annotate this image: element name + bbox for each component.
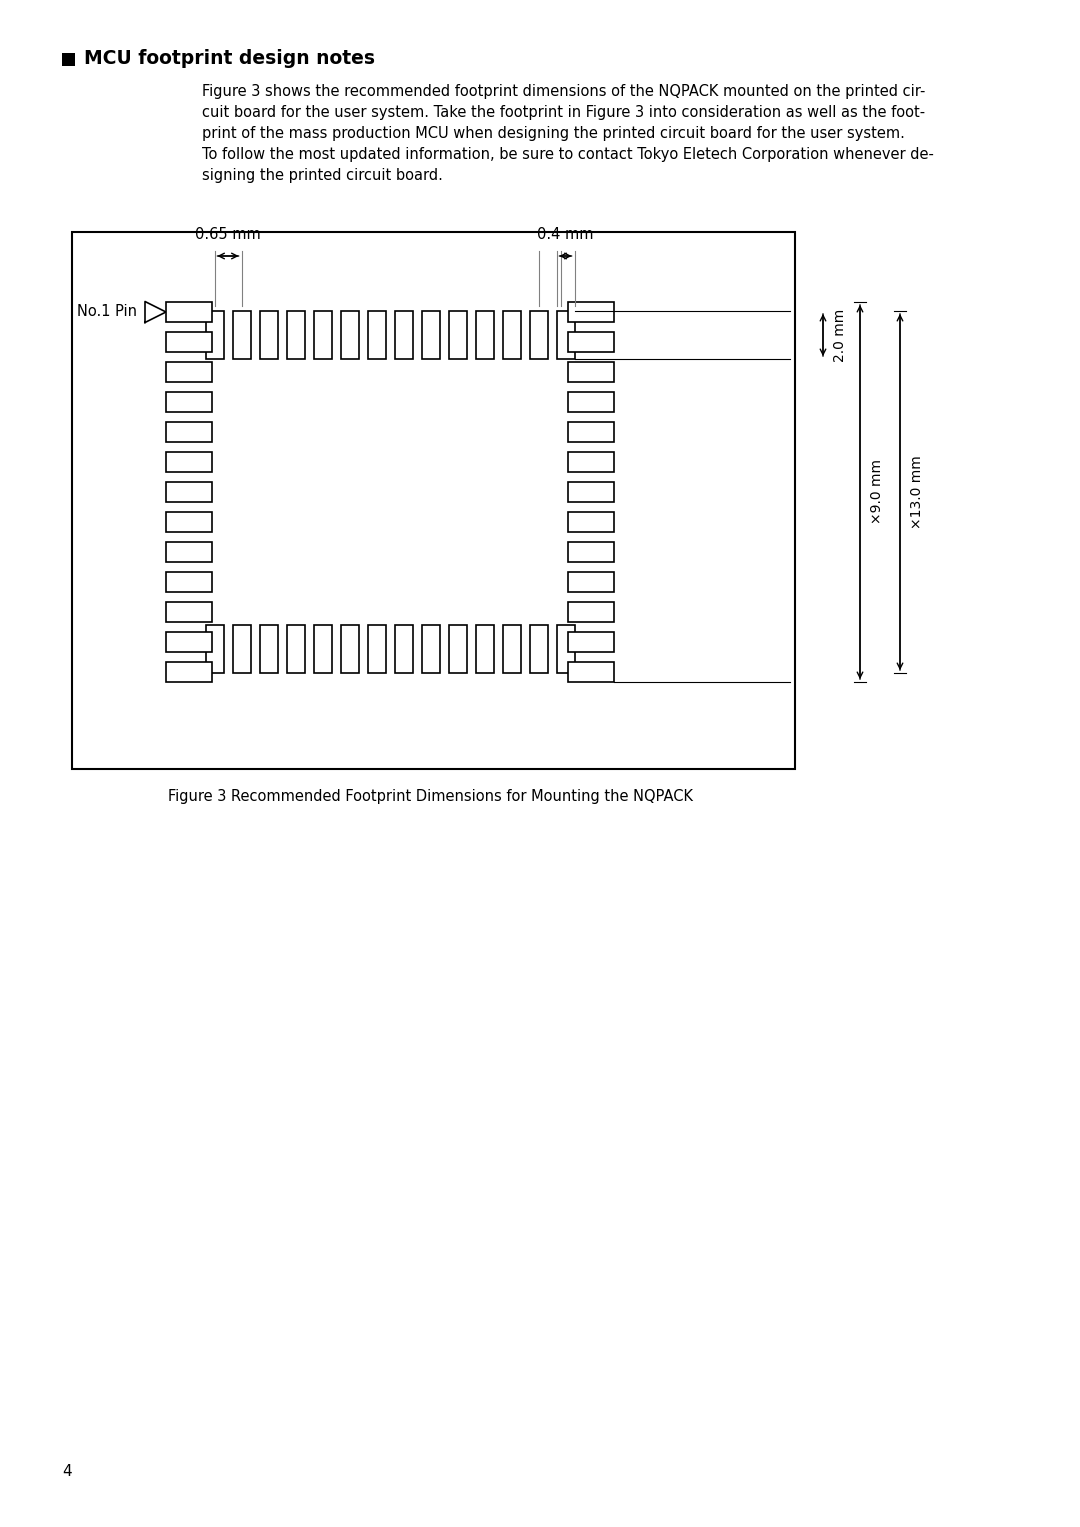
Bar bbox=[166, 632, 212, 652]
Bar bbox=[205, 625, 224, 673]
Bar bbox=[529, 625, 548, 673]
Bar bbox=[394, 312, 413, 359]
Bar bbox=[72, 232, 795, 770]
Bar bbox=[448, 625, 467, 673]
Bar bbox=[568, 483, 615, 502]
Text: Figure 3 Recommended Footprint Dimensions for Mounting the NQPACK: Figure 3 Recommended Footprint Dimension… bbox=[167, 789, 692, 805]
Bar bbox=[166, 663, 212, 683]
Bar bbox=[502, 625, 521, 673]
Bar bbox=[556, 625, 575, 673]
Bar bbox=[232, 625, 251, 673]
Text: ×9.0 mm: ×9.0 mm bbox=[870, 460, 885, 524]
Bar bbox=[166, 302, 212, 322]
Bar bbox=[568, 602, 615, 621]
Bar bbox=[205, 312, 224, 359]
Text: 2.0 mm: 2.0 mm bbox=[833, 308, 847, 362]
Bar bbox=[568, 331, 615, 353]
Text: cuit board for the user system. Take the footprint in Figure 3 into consideratio: cuit board for the user system. Take the… bbox=[202, 105, 926, 121]
Bar bbox=[259, 625, 278, 673]
Bar bbox=[286, 312, 305, 359]
Bar bbox=[259, 312, 278, 359]
Text: 4: 4 bbox=[62, 1464, 71, 1480]
Bar bbox=[448, 312, 467, 359]
Text: No.1 Pin: No.1 Pin bbox=[77, 304, 137, 319]
Bar bbox=[367, 312, 386, 359]
Bar bbox=[313, 312, 332, 359]
Bar bbox=[166, 362, 212, 382]
Bar bbox=[568, 512, 615, 531]
Text: signing the printed circuit board.: signing the printed circuit board. bbox=[202, 168, 443, 183]
Bar bbox=[166, 421, 212, 441]
Bar bbox=[502, 312, 521, 359]
Text: 0.65 mm: 0.65 mm bbox=[195, 228, 261, 241]
Bar bbox=[568, 302, 615, 322]
Bar bbox=[166, 483, 212, 502]
Text: Figure 3 shows the recommended footprint dimensions of the NQPACK mounted on the: Figure 3 shows the recommended footprint… bbox=[202, 84, 926, 99]
Bar bbox=[568, 421, 615, 441]
Bar bbox=[556, 312, 575, 359]
Bar bbox=[568, 542, 615, 562]
Bar bbox=[394, 625, 413, 673]
Bar bbox=[166, 512, 212, 531]
Bar bbox=[166, 452, 212, 472]
Text: MCU footprint design notes: MCU footprint design notes bbox=[84, 49, 375, 69]
Bar bbox=[166, 331, 212, 353]
Bar bbox=[568, 392, 615, 412]
Bar bbox=[313, 625, 332, 673]
Bar bbox=[367, 625, 386, 673]
Bar bbox=[166, 392, 212, 412]
Bar bbox=[568, 573, 615, 592]
Bar bbox=[475, 625, 494, 673]
Bar bbox=[568, 362, 615, 382]
Bar bbox=[62, 53, 75, 66]
Polygon shape bbox=[145, 301, 166, 322]
Bar bbox=[232, 312, 251, 359]
Bar bbox=[166, 542, 212, 562]
Bar bbox=[568, 452, 615, 472]
Bar bbox=[529, 312, 548, 359]
Text: print of the mass production MCU when designing the printed circuit board for th: print of the mass production MCU when de… bbox=[202, 127, 905, 140]
Bar bbox=[340, 312, 359, 359]
Bar bbox=[166, 573, 212, 592]
Bar bbox=[340, 625, 359, 673]
Bar bbox=[421, 625, 440, 673]
Text: 0.4 mm: 0.4 mm bbox=[537, 228, 594, 241]
Bar bbox=[421, 312, 440, 359]
Text: To follow the most updated information, be sure to contact Tokyo Eletech Corpora: To follow the most updated information, … bbox=[202, 147, 934, 162]
Text: ×13.0 mm: ×13.0 mm bbox=[910, 455, 924, 528]
Bar bbox=[568, 663, 615, 683]
Bar bbox=[475, 312, 494, 359]
Bar bbox=[286, 625, 305, 673]
Bar bbox=[568, 632, 615, 652]
Bar bbox=[166, 602, 212, 621]
